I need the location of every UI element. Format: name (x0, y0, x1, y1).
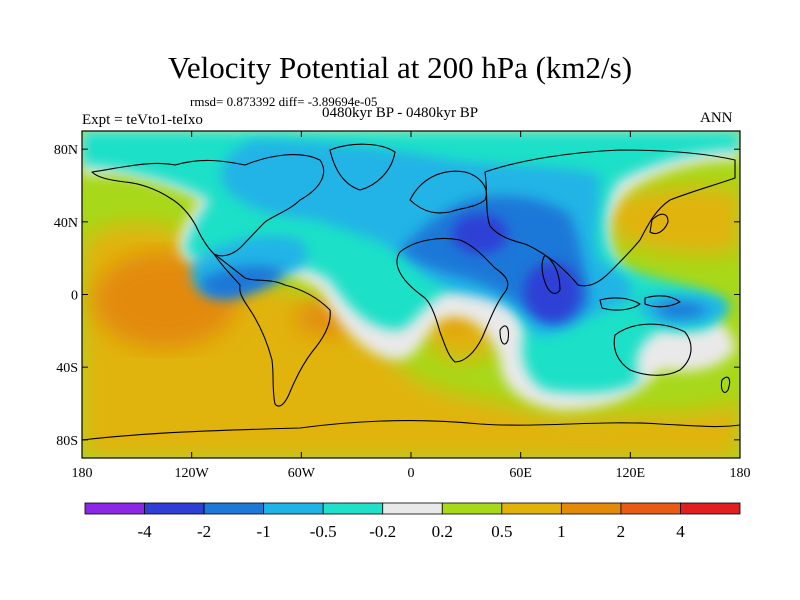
colorbar-swatch (441, 502, 503, 515)
x-tick-label: 180 (730, 466, 751, 481)
x-axis-ticks: 180 120W 60W 0 60E 120E 180 (72, 131, 751, 481)
colorbar-label: -2 (197, 522, 211, 541)
x-tick-label: 60W (288, 466, 316, 481)
colorbar-swatch (382, 502, 443, 515)
colorbar-label: -0.2 (369, 522, 396, 541)
colorbar-swatch (144, 502, 205, 515)
x-tick-label: 120W (175, 466, 210, 481)
y-tick-label: 80N (54, 143, 78, 158)
colorbar-swatch (680, 502, 741, 515)
colorbar-swatch (203, 502, 265, 515)
x-tick-label: 60E (509, 466, 532, 481)
colorbar-label: 1 (557, 522, 566, 541)
colorbar: -4 -2 -1 -0.5 -0.2 0.2 0.5 1 2 4 (84, 502, 741, 541)
rmsd-diff-stats: rmsd= 0.873392 diff= -3.89694e-05 (190, 94, 378, 109)
season-label: ANN (700, 110, 733, 126)
y-tick-label: 0 (71, 289, 78, 304)
x-tick-label: 120E (616, 466, 646, 481)
y-tick-label: 40S (56, 361, 78, 376)
colorbar-swatch (263, 502, 324, 515)
colorbar-label: 0.2 (432, 522, 453, 541)
colorbar-swatch (560, 502, 622, 515)
period-label: 0480kyr BP - 0480kyr BP (322, 105, 479, 121)
velocity-potential-field (82, 131, 740, 458)
plot-title: Velocity Potential at 200 hPa (km2/s) (167, 50, 633, 85)
colorbar-label: 4 (676, 522, 685, 541)
colorbar-label: 0.5 (491, 522, 512, 541)
colorbar-swatch (620, 502, 681, 515)
colorbar-label: 2 (617, 522, 626, 541)
colorbar-swatch (84, 502, 145, 515)
x-tick-label: 0 (408, 466, 415, 481)
colorbar-label: -4 (137, 522, 152, 541)
experiment-label: Expt = teVto1-teIxo (82, 112, 203, 128)
colorbar-swatch (322, 502, 384, 515)
y-tick-label: 80S (56, 434, 78, 449)
colorbar-swatch (501, 502, 562, 515)
y-axis-ticks: 80N 40N 0 40S 80S (54, 143, 740, 449)
x-tick-label: 180 (72, 466, 93, 481)
colorbar-label: -0.5 (310, 522, 337, 541)
y-tick-label: 40N (54, 216, 78, 231)
coastlines (82, 143, 740, 441)
colorbar-label: -1 (257, 522, 271, 541)
